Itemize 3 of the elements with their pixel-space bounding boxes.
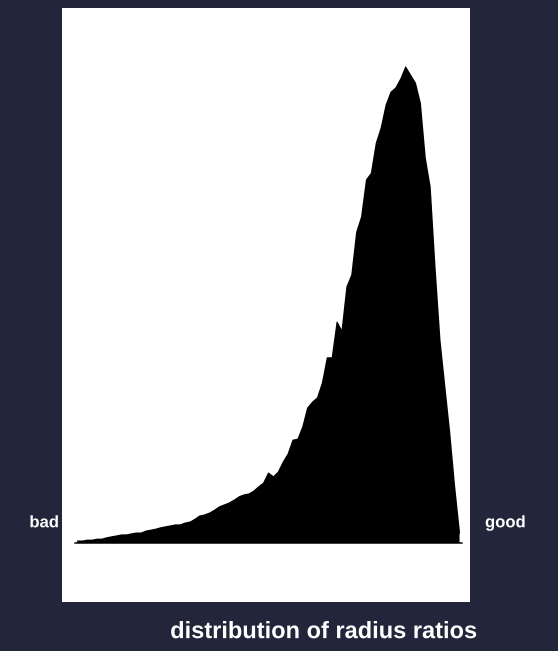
text: bad [30, 515, 58, 528]
text: good [486, 515, 525, 531]
x-axis-title: distribution of radius ratios [171, 620, 476, 638]
